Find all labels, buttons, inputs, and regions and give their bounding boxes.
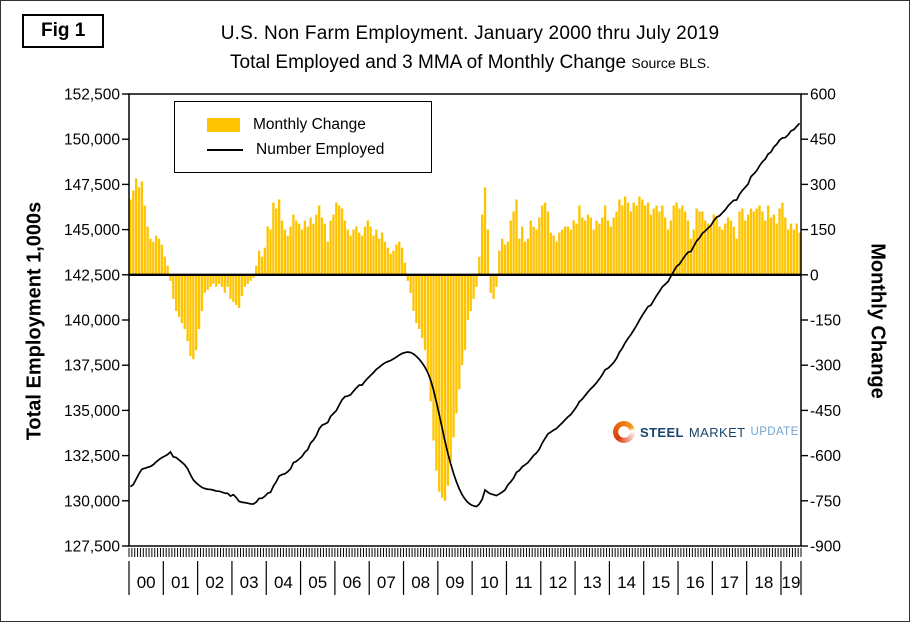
svg-text:300: 300 — [810, 177, 836, 194]
legend-bar-swatch-icon — [207, 117, 240, 132]
chart-title: U.S. Non Farm Employment. January 2000 t… — [220, 23, 720, 44]
month-ticks — [128, 548, 802, 557]
employed-line — [129, 122, 801, 508]
svg-text:12: 12 — [548, 573, 567, 592]
legend-label-monthly-change: Monthly Change — [253, 115, 366, 133]
svg-text:14: 14 — [617, 573, 636, 592]
svg-text:09: 09 — [446, 573, 465, 592]
svg-text:03: 03 — [240, 573, 259, 592]
figure-number-label: Fig 1 — [22, 14, 105, 48]
svg-text:19: 19 — [782, 573, 801, 592]
legend-item-number-employed: Number Employed — [207, 137, 431, 162]
smu-logo-steel: STEEL — [640, 424, 684, 440]
svg-text:150: 150 — [810, 222, 836, 239]
svg-text:-300: -300 — [810, 358, 841, 375]
svg-text:132,500: 132,500 — [64, 448, 120, 465]
svg-text:450: 450 — [810, 132, 836, 149]
svg-text:150,000: 150,000 — [64, 132, 120, 149]
bars-series — [129, 178, 801, 501]
svg-text:00: 00 — [137, 573, 156, 592]
svg-text:0: 0 — [810, 267, 819, 284]
svg-text:152,500: 152,500 — [64, 87, 120, 104]
svg-text:-900: -900 — [810, 539, 841, 556]
right-axis-title: Monthly Change — [866, 243, 889, 399]
smu-logo-market: MARKET — [688, 424, 746, 440]
svg-text:02: 02 — [205, 573, 224, 592]
legend-line-swatch-icon — [207, 148, 243, 151]
svg-text:147,500: 147,500 — [64, 177, 120, 194]
chart-subtitle-text: Total Employed and 3 MMA of Monthly Chan… — [230, 52, 627, 73]
svg-text:15: 15 — [651, 573, 670, 592]
svg-text:135,000: 135,000 — [64, 403, 120, 420]
svg-text:142,500: 142,500 — [64, 267, 120, 284]
svg-text:10: 10 — [480, 573, 499, 592]
chart-subtitle: Total Employed and 3 MMA of Monthly Chan… — [111, 52, 829, 74]
right-axis-labels: -900 -750 -600 -450 -300 -150 0 150 300 450 600 — [801, 87, 841, 556]
svg-text:05: 05 — [308, 573, 327, 592]
svg-text:01: 01 — [171, 573, 190, 592]
svg-text:137,500: 137,500 — [64, 358, 120, 375]
year-axis: 00 01 02 03 04 05 06 07 08 09 10 11 12 13 14 15 16 17 18 19 — [128, 561, 802, 595]
left-axis-title: Total Employment 1,000s — [23, 201, 46, 441]
legend-item-monthly-change: Monthly Change — [207, 112, 431, 137]
svg-text:08: 08 — [411, 573, 430, 592]
svg-text:18: 18 — [754, 573, 773, 592]
svg-text:-750: -750 — [810, 493, 841, 510]
svg-text:04: 04 — [274, 573, 293, 592]
svg-text:-600: -600 — [810, 448, 841, 465]
smu-swirl-icon — [613, 421, 635, 443]
svg-text:127,500: 127,500 — [64, 539, 120, 556]
svg-text:140,000: 140,000 — [64, 313, 120, 330]
svg-text:06: 06 — [343, 573, 362, 592]
legend: Monthly Change Number Employed — [174, 101, 432, 173]
svg-text:130,000: 130,000 — [64, 493, 120, 510]
legend-label-number-employed: Number Employed — [256, 140, 385, 158]
svg-text:-150: -150 — [810, 313, 841, 330]
smu-logo-update: UPDATE — [750, 426, 799, 438]
left-axis-labels: 127,500 130,000 132,500 135,000 137,500 140,0… — [64, 87, 129, 556]
svg-text:145,000: 145,000 — [64, 222, 120, 239]
svg-text:17: 17 — [720, 573, 739, 592]
svg-text:07: 07 — [377, 573, 396, 592]
svg-text:600: 600 — [810, 87, 836, 104]
smu-logo: STEEL MARKET UPDATE — [613, 421, 799, 443]
svg-text:13: 13 — [583, 573, 602, 592]
svg-text:-450: -450 — [810, 403, 841, 420]
source-note: Source BLS. — [631, 55, 710, 71]
svg-text:11: 11 — [515, 573, 533, 592]
svg-text:16: 16 — [686, 573, 705, 592]
